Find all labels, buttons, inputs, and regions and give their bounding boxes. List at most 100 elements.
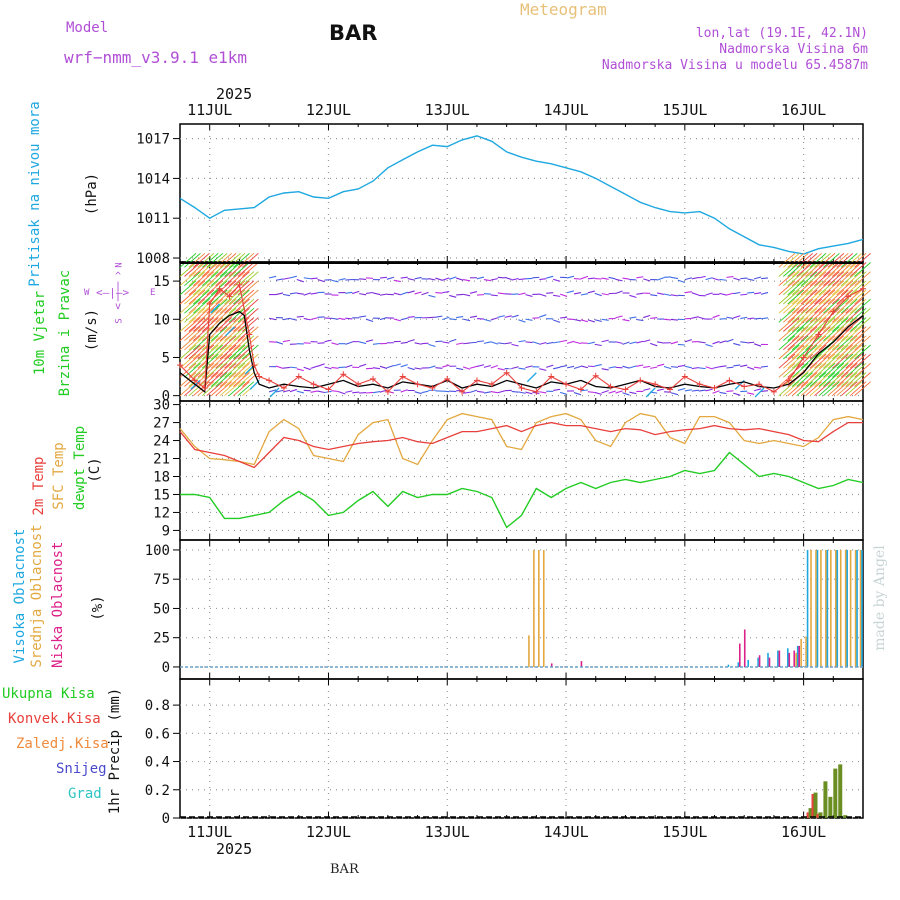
wind-barb (456, 277, 464, 281)
ytick-label-1-1: 5 (162, 350, 170, 366)
wind-barb (698, 275, 706, 279)
wind-barb-strong (179, 335, 197, 351)
wind-barb-strong (206, 280, 224, 296)
wind-barb (435, 315, 443, 318)
wind-barb (656, 363, 665, 367)
gust-marker-12 (295, 373, 302, 380)
wind-barb (518, 340, 526, 343)
wind-barb (594, 343, 602, 347)
wind-barb-strong (215, 289, 232, 305)
wind-barb (754, 292, 762, 295)
wind-barb (629, 391, 637, 395)
ytick-label-0-3: 1017 (136, 132, 170, 148)
day-label-top-5: 16JUL (781, 101, 826, 119)
wind-barb (663, 293, 672, 297)
wind-barb-strong (814, 280, 831, 296)
wind-barb (733, 392, 741, 396)
wind-barb (677, 279, 686, 284)
wind-barb-strong (845, 335, 862, 351)
wind-barb-strong (783, 307, 800, 323)
wind-barb-strong (787, 381, 805, 396)
wind-barb-strong (179, 353, 197, 369)
wind-barb-strong (827, 262, 845, 277)
wind-barb (546, 292, 554, 294)
wind-barb-strong (237, 298, 255, 314)
wind-barb-strong (197, 289, 215, 305)
wind-barb (289, 292, 297, 295)
wind-barb-strong (823, 271, 840, 287)
wind-barb (463, 342, 471, 345)
wind-barb (379, 276, 388, 279)
wind-barb-strong (210, 372, 228, 387)
wind-barb (719, 365, 727, 368)
day-label-top-0: 11JUL (187, 101, 232, 119)
wind-barb-strong (827, 353, 845, 369)
wind-barb (490, 294, 498, 297)
wind-barb (421, 291, 429, 296)
wind-barb (747, 341, 755, 344)
wind-barb-strong (188, 335, 206, 351)
wind-barb (414, 391, 422, 395)
wind-barb (449, 390, 457, 393)
precip-bar-1-1 (811, 794, 814, 818)
wind-barb-strong (224, 298, 241, 314)
wind-barb (594, 391, 602, 395)
ytick-label-3-2: 50 (153, 601, 170, 617)
wind-barb-strong (845, 280, 862, 296)
wind-barb (456, 367, 464, 371)
wind-barb-strong (836, 280, 854, 296)
wind-barb (636, 276, 644, 279)
gust-marker-40 (711, 385, 718, 392)
wind-barb (760, 390, 769, 393)
wind-barb-strong (787, 280, 805, 296)
wind-barb-strong (800, 326, 818, 342)
wind-barb (546, 275, 554, 279)
wind-barb (747, 317, 755, 320)
wind-barb-strong (197, 307, 215, 323)
wind-barb (608, 366, 616, 369)
wind-barb-strong (836, 271, 854, 287)
wind-barb-strong (805, 372, 822, 387)
wind-barb-strong (188, 298, 206, 314)
wind-barb-strong (840, 289, 858, 305)
wind-barb-strong (206, 353, 224, 369)
wind-barb (601, 277, 609, 280)
wind-barb (400, 341, 408, 344)
wind-barb (594, 364, 602, 367)
precip-bar-0-3 (818, 812, 823, 818)
wind-barb (636, 292, 644, 295)
wind-barb-strong (783, 253, 800, 268)
wind-barb-strong (778, 381, 796, 396)
wind-barb-strong (184, 362, 201, 378)
wind-barb-strong (827, 271, 845, 287)
wind-barb (366, 291, 374, 294)
wind-barb (372, 342, 381, 345)
wind-barb-strong (228, 344, 246, 360)
wind-barb-strong (242, 289, 259, 305)
wind-barb (643, 278, 651, 282)
wind-barb-strong (832, 262, 849, 277)
wind-barb-strong (224, 271, 241, 287)
wind-barb-strong (818, 381, 836, 396)
wind-barb-strong (814, 335, 831, 351)
wind-barb (698, 316, 706, 320)
wind-barb (560, 316, 568, 319)
wind-barb (442, 291, 450, 294)
wind-barb (414, 367, 422, 370)
wind-barb-strong (215, 353, 232, 369)
wind-barb (684, 339, 692, 343)
wind-barb-strong (849, 289, 867, 305)
wind-barb-strong (233, 372, 250, 387)
wind-barb (317, 390, 325, 394)
wind-barb-strong (210, 335, 228, 351)
year-label-bottom: 2025 (216, 840, 253, 858)
wind-barb (352, 290, 360, 295)
footer-station: BAR (330, 862, 359, 877)
wind-barb-strong (836, 335, 854, 351)
wind-barb-strong (805, 298, 822, 314)
wind-barb (435, 292, 443, 294)
wind-barb-strong (219, 262, 237, 277)
wind-gust-line (179, 283, 864, 393)
wind-barb-strong (201, 289, 219, 305)
wind-barb (289, 317, 298, 321)
